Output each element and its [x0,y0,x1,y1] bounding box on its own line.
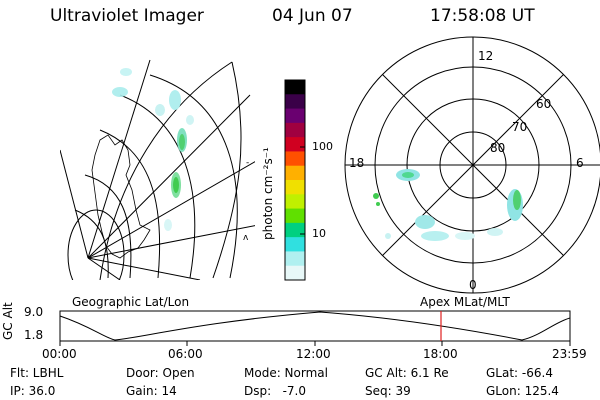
mlt-label-12: 12 [478,49,494,63]
dsp-status: Dsp: -7.0 [244,384,307,398]
polar-aurora [373,169,523,241]
mlat-label-80: 80 [490,141,506,155]
colorbar-swatch [285,151,305,167]
colorbar-swatch [285,265,305,281]
apex-label: Apex MLat/MLT [420,295,510,309]
mlt-label-0: 0 [469,278,477,292]
colorbar-swatch [285,194,305,210]
filter-status: Flt: LBHL [10,366,64,380]
timeline-x-tick: 12:00 [296,347,331,361]
colorbar-swatch [285,94,305,110]
colorbar-swatch [285,237,305,252]
timeline-axis-label: GC Alt [1,302,15,340]
gain-status: Gain: 14 [126,384,177,398]
timeline-x-tick: 18:00 [423,347,458,361]
gc-alt-status: GC Alt: 6.1 Re [365,366,449,380]
altitude-curve [59,311,571,341]
earth-limb [99,61,233,280]
colorbar-swatch [285,165,305,181]
polar-plot [344,36,600,294]
mode-status: Mode: Normal [244,366,328,380]
date-label: 04 Jun 07 [272,6,353,26]
door-status: Door: Open [126,366,195,380]
colorbar-swatch [285,180,305,195]
map-aurora [112,68,194,231]
colorbar-swatch [285,108,305,124]
colorbar-swatch [285,208,305,224]
mlt-label-18: 18 [349,156,365,170]
map-tick-mark: ʌ [243,233,249,243]
timeline-y-tick: 1.8 [24,328,44,342]
timeline-plot [59,310,571,346]
mlat-label-60: 60 [536,97,552,111]
colorbar-swatch [285,222,305,238]
timeline-x-tick: 00:00 [42,347,77,361]
colorbar-frame [284,79,306,281]
mlt-label-6: 6 [576,156,584,170]
colorbar-swatch [285,80,305,95]
colorbar-unit-label: photon cm⁻²s⁻¹ [261,147,275,240]
colorbar-swatch [285,137,305,152]
geographic-label: Geographic Lat/Lon [72,295,190,309]
timeline-y-tick: 9.0 [24,305,44,319]
colorbar-tick-label: 10 [312,227,326,240]
instrument-title: Ultraviolet Imager [50,6,204,26]
timeline-x-tick: 23:59 [552,347,587,361]
mlat-label-70: 70 [512,120,528,134]
ip-status: IP: 36.0 [10,384,56,398]
time-label: 17:58:08 UT [430,6,535,26]
seq-status: Seq: 39 [365,384,411,398]
colorbar-swatch [285,122,305,138]
colorbar [285,80,305,281]
colorbar-swatch [285,251,305,267]
glon-status: GLon: 125.4 [486,384,559,398]
geographic-map [60,59,255,280]
colorbar-tick-label: 100 [312,140,333,153]
timeline-x-tick: 06:00 [168,347,203,361]
polar-diagonal [382,74,564,256]
map-tick-mark: - [246,158,249,168]
glat-status: GLat: -66.4 [486,366,553,380]
